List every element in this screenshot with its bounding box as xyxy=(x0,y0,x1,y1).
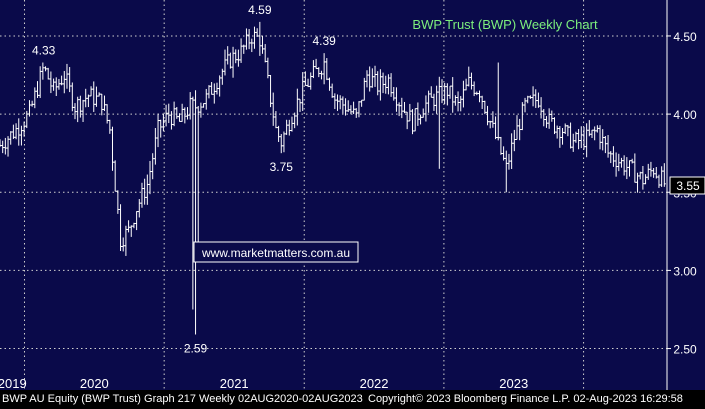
chart-title: BWP Trust (BWP) Weekly Chart xyxy=(412,17,598,32)
footer-bar: BWP AU Equity (BWP Trust) Graph 217 Week… xyxy=(0,390,705,409)
price-annotation: 2.59 xyxy=(184,341,208,355)
price-annotations: 4.33 2.59 4.59 3.75 4.39 xyxy=(32,3,336,356)
y-tick-label: 2.50 xyxy=(673,343,697,357)
year-separators xyxy=(23,0,585,390)
ohlc-bar xyxy=(662,163,666,187)
price-annotation: 4.59 xyxy=(248,3,272,17)
watermark-box xyxy=(193,241,359,263)
x-year-label: 2019 xyxy=(0,376,27,390)
footer-left-text: BWP AU Equity (BWP Trust) Graph 217 Week… xyxy=(2,393,363,405)
x-axis-year-labels: 2019 2020 2021 2022 2023 xyxy=(0,376,528,390)
ohlc-bars xyxy=(0,21,666,335)
price-annotation: 4.33 xyxy=(32,44,56,58)
watermark-text: www.marketmatters.com.au xyxy=(201,246,350,260)
plot-background xyxy=(0,0,667,372)
y-tick-label: 4.00 xyxy=(673,108,697,122)
price-annotation: 3.75 xyxy=(270,160,294,174)
last-price-marker: 3.55 xyxy=(669,176,705,195)
axis-panel xyxy=(667,0,705,390)
footer-right-text: Copyright© 2023 Bloomberg Finance L.P. 0… xyxy=(368,393,683,405)
last-price-label: 3.55 xyxy=(676,179,700,193)
y-tick-label: 3.00 xyxy=(673,264,697,278)
x-year-label: 2022 xyxy=(360,376,389,390)
price-annotation: 4.39 xyxy=(312,34,336,48)
last-price-box xyxy=(669,176,705,195)
price-chart: 2.503.003.504.004.50 2019202020212022202… xyxy=(0,0,705,390)
x-year-label: 2023 xyxy=(499,376,528,390)
x-year-label: 2020 xyxy=(80,376,109,390)
year-axis-panel xyxy=(0,358,667,390)
gridlines xyxy=(0,0,671,390)
y-tick-label: 4.50 xyxy=(673,30,697,44)
x-year-label: 2021 xyxy=(220,376,249,390)
